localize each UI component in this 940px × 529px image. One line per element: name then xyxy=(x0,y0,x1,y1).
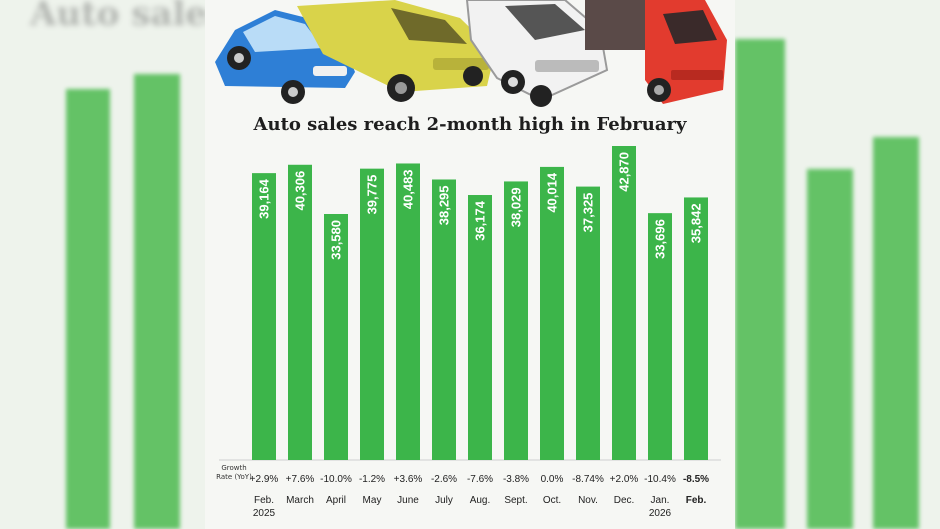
bar xyxy=(468,195,492,460)
bar xyxy=(612,146,636,460)
growth-rate-value: -7.6% xyxy=(467,474,493,485)
growth-rate-value: +3.6% xyxy=(394,474,423,485)
growth-rate-value: +2.9% xyxy=(250,474,279,485)
bar xyxy=(324,214,348,460)
month-label-line: Dec. xyxy=(614,495,635,506)
month-label: Oct. xyxy=(543,495,561,506)
growth-rate-label: Growth Rate (YoY) xyxy=(216,464,252,481)
month-label-line: March xyxy=(286,495,314,506)
month-label: Nov. xyxy=(578,495,598,506)
growth-rate-value: -8.74% xyxy=(572,474,604,485)
bar-value-label: 38,295 xyxy=(437,185,452,225)
month-label-line: June xyxy=(397,495,419,506)
bar xyxy=(576,186,600,461)
ghost-bar xyxy=(735,39,785,529)
growth-rate-label-line: Rate (YoY) xyxy=(216,473,252,481)
white-suv-icon xyxy=(465,0,609,107)
bar-value-label: 40,483 xyxy=(401,169,416,209)
month-label-line: May xyxy=(363,495,382,506)
month-label-line: Nov. xyxy=(578,495,598,506)
growth-rate-label-line: Growth xyxy=(221,464,246,472)
growth-rate-value: -10.0% xyxy=(320,474,352,485)
bar xyxy=(648,213,672,460)
ghost-bar xyxy=(134,74,180,529)
bar-chart: Growth Rate (YoY) 39,164 +2.9% Feb. 2025 40,30… xyxy=(216,146,721,519)
growth-rate-value: 0.0% xyxy=(541,474,564,485)
month-label: May xyxy=(363,495,382,506)
month-label: Feb. xyxy=(686,495,707,506)
month-label-line: April xyxy=(326,495,346,506)
growth-rate-value: -2.6% xyxy=(431,474,457,485)
bar xyxy=(540,166,564,460)
month-label-line: 2026 xyxy=(649,508,672,519)
bar xyxy=(396,163,420,461)
bar xyxy=(432,179,456,461)
ghost-bar xyxy=(66,89,110,529)
month-label-line: Jan. xyxy=(651,495,670,506)
month-label: Feb. 2025 xyxy=(253,495,276,519)
month-label: Dec. xyxy=(614,495,635,506)
bar xyxy=(252,173,276,460)
ghost-bar xyxy=(807,169,853,529)
month-label: Aug. xyxy=(470,495,491,506)
month-label: June xyxy=(397,495,419,506)
red-truck-icon xyxy=(585,0,727,104)
right-blurred-backdrop xyxy=(735,0,940,529)
month-label: March xyxy=(286,495,314,506)
bar-value-label: 40,014 xyxy=(545,172,560,213)
month-label-line: Sept. xyxy=(504,495,527,506)
growth-rate-value: -1.2% xyxy=(359,474,385,485)
vehicles-illustration xyxy=(215,0,727,107)
bar-value-label: 39,164 xyxy=(257,178,272,219)
chart-title: Auto sales reach 2-month high in Februar… xyxy=(253,114,687,135)
bar-value-label: 39,775 xyxy=(365,175,380,215)
month-label-line: Oct. xyxy=(543,495,561,506)
bar-value-label: 38,029 xyxy=(509,187,524,227)
bar-value-label: 40,306 xyxy=(293,171,308,211)
ghost-bar xyxy=(873,137,919,529)
bar-value-label: 37,325 xyxy=(581,193,596,233)
month-label-line: Feb. xyxy=(686,495,707,506)
month-label: Sept. xyxy=(504,495,527,506)
bar-value-label: 42,870 xyxy=(617,152,632,192)
month-label-line: July xyxy=(435,495,453,506)
ghost-title-text: Auto sales reach 2-month high in Februar… xyxy=(30,0,205,34)
bar-value-label: 33,580 xyxy=(329,220,344,260)
month-label-line: Feb. xyxy=(254,495,274,506)
month-label-line: 2025 xyxy=(253,508,276,519)
month-label-line: Aug. xyxy=(470,495,491,506)
growth-rate-value: -8.5% xyxy=(683,474,709,485)
bar xyxy=(288,164,312,460)
bar xyxy=(684,197,708,460)
month-label: July xyxy=(435,495,453,506)
bar-value-label: 35,842 xyxy=(689,203,704,243)
growth-rate-value: +2.0% xyxy=(610,474,639,485)
bar-value-label: 36,174 xyxy=(473,200,488,241)
growth-rate-value: +7.6% xyxy=(286,474,315,485)
left-blurred-backdrop: Auto sales reach 2-month high in Februar… xyxy=(0,0,205,529)
yellow-jeep-icon xyxy=(297,0,495,102)
growth-rate-value: -10.4% xyxy=(644,474,676,485)
bar-value-label: 33,696 xyxy=(653,219,668,259)
bar xyxy=(360,168,384,460)
month-label: Jan. 2026 xyxy=(649,495,672,519)
growth-rate-value: -3.8% xyxy=(503,474,529,485)
bar xyxy=(504,181,528,460)
infographic-panel: Auto sales reach 2-month high in Februar… xyxy=(205,0,735,529)
month-label: April xyxy=(326,495,346,506)
